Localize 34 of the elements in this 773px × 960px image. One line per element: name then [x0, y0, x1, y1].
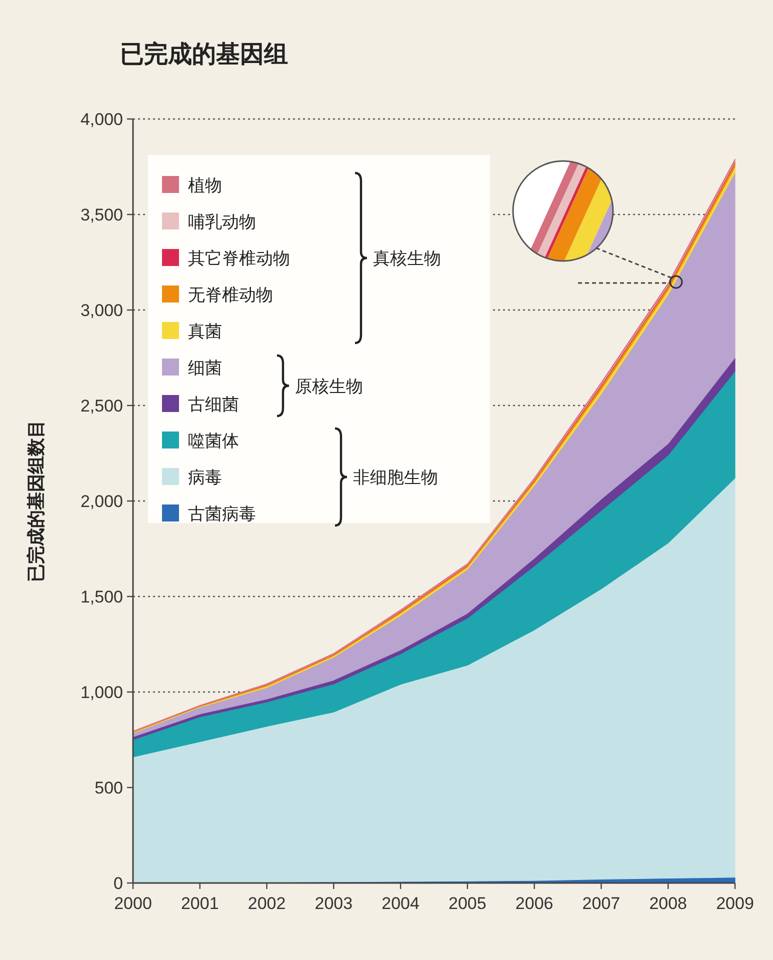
- y-tick-label: 1,000: [80, 683, 123, 702]
- x-tick-label: 2000: [114, 894, 152, 913]
- legend-label: 细菌: [188, 358, 222, 378]
- y-tick-label: 1,500: [80, 588, 123, 606]
- annotation: 非细胞生物: [353, 468, 438, 487]
- x-tick-label: 2008: [649, 894, 688, 913]
- y-axis-title: 已完成的基因组数目: [26, 420, 46, 582]
- y-tick-label: 2,000: [80, 492, 123, 511]
- legend-label: 其它脊椎动物: [188, 249, 290, 268]
- y-tick-label: 3,000: [80, 301, 123, 320]
- x-tick-label: 2001: [180, 894, 219, 913]
- legend-label: 古细菌: [188, 395, 239, 414]
- y-tick-label: 4,000: [80, 110, 123, 129]
- x-tick-label: 2005: [448, 894, 486, 913]
- legend-label: 真菌: [188, 322, 222, 341]
- x-tick-label: 2006: [515, 894, 554, 913]
- legend-label: 植物: [188, 176, 222, 195]
- legend-label: 无脊椎动物: [188, 286, 273, 304]
- x-tick-label: 2002: [248, 894, 286, 913]
- x-tick-label: 2004: [382, 894, 420, 913]
- legend-label: 噬菌体: [188, 432, 239, 450]
- y-tick-label: 2,500: [80, 396, 123, 416]
- x-tick-label: 2009: [716, 894, 754, 913]
- x-tick-label: 2007: [582, 894, 620, 913]
- chart-title: 已完成的基因组: [120, 40, 288, 68]
- x-tick-label: 2003: [314, 894, 353, 913]
- annotation: 原核生物: [295, 376, 363, 396]
- legend-label: 病毒: [188, 468, 222, 487]
- y-tick-label: 0: [114, 874, 123, 893]
- y-tick-label: 500: [94, 778, 123, 798]
- y-tick-label: 3,500: [80, 206, 123, 224]
- legend-label: 古菌病毒: [188, 504, 256, 524]
- legend-label: 哺乳动物: [188, 212, 256, 232]
- annotation: 真核生物: [373, 249, 441, 268]
